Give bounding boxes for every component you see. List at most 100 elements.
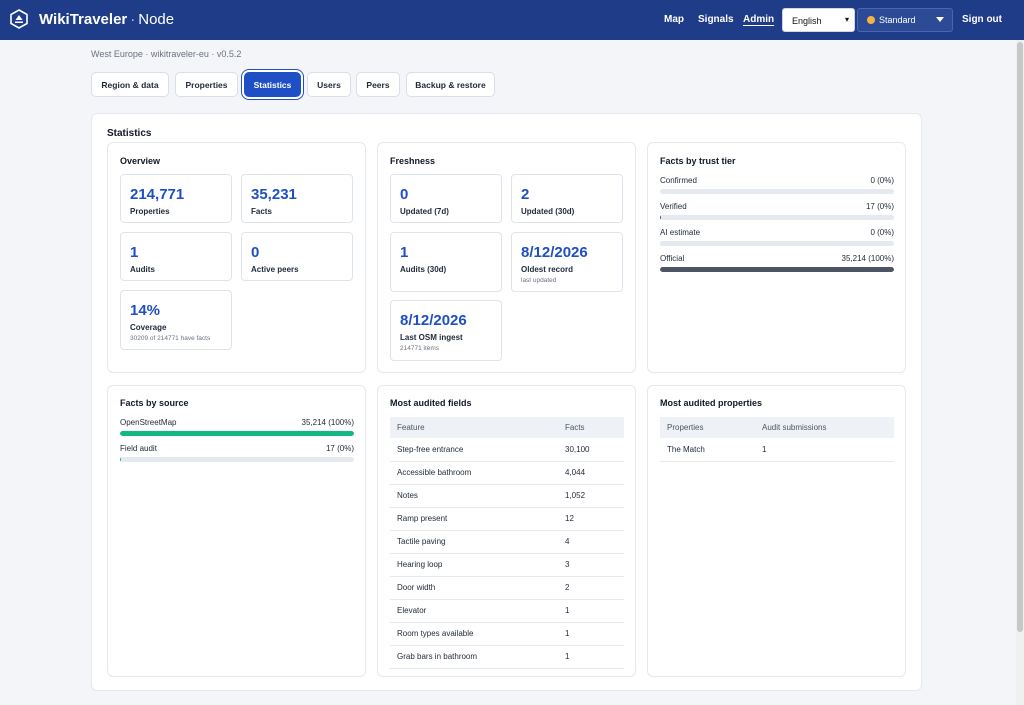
trust-label: Confirmed: [660, 176, 697, 185]
stat-updated-7d: 0 Updated (7d): [390, 174, 502, 223]
source-label: OpenStreetMap: [120, 418, 177, 427]
stat-value: 214,771: [130, 186, 185, 203]
stat-value: 1: [400, 244, 409, 261]
stat-coverage: 14% Coverage 30209 of 214771 have facts: [120, 290, 232, 350]
feature-cell: Grab bars in bathroom: [390, 645, 558, 669]
trust-value: 35,214 (100%): [841, 254, 894, 263]
table-row: Ramp present 12: [390, 507, 624, 531]
stat-label: Updated (30d): [521, 207, 575, 216]
tab-peers[interactable]: Peers: [356, 72, 400, 97]
table-row: The Match 1: [660, 438, 894, 462]
nav-admin[interactable]: Admin: [743, 14, 775, 25]
breadcrumb: West Europe · wikitraveler-eu · v0.5.2: [91, 49, 242, 59]
facts-cell: 1: [558, 622, 624, 646]
table-row: Notes 1,052: [390, 484, 624, 508]
chevron-down-icon: ▾: [844, 15, 849, 24]
source-label: Field audit: [120, 444, 157, 453]
trust-bar-ai-estimate: [660, 241, 894, 246]
audited-fields-table: Feature Facts Step-free entrance 30,100 A…: [390, 417, 624, 669]
facts-cell: 4: [558, 530, 624, 554]
feature-cell: Door width: [390, 576, 558, 600]
property-cell: The Match: [660, 438, 755, 462]
stat-hint: 214771 items: [400, 345, 440, 352]
table-row: Tactile paving 4: [390, 530, 624, 554]
stat-facts: 35,231 Facts: [241, 174, 353, 223]
stat-hint: 30209 of 214771 have facts: [130, 335, 211, 342]
trust-bar-official: [660, 267, 894, 272]
stat-value: 0: [251, 244, 260, 261]
stat-label: Properties: [130, 207, 170, 216]
nav-map[interactable]: Map: [664, 14, 684, 25]
table-row: Step-free entrance 30,100: [390, 438, 624, 462]
source-bar-openstreetmap: [120, 431, 354, 436]
column-header-feature: Feature: [390, 417, 558, 438]
stat-label: Updated (7d): [400, 207, 449, 216]
facts-cell: 1,052: [558, 484, 624, 508]
feature-cell: Notes: [390, 484, 558, 508]
trust-value: 0 (0%): [870, 176, 894, 185]
stat-oldest-record: 8/12/2026 Oldest record last updated: [511, 232, 623, 292]
tab-users[interactable]: Users: [307, 72, 351, 97]
trust-row-verified: Verified 17 (0%): [660, 202, 894, 211]
wikitraveler-logo-icon[interactable]: [9, 9, 29, 29]
facts-cell: 30,100: [558, 438, 624, 462]
freshness-title: Freshness: [390, 156, 436, 166]
stat-active-peers: 0 Active peers: [241, 232, 353, 281]
table-row: Accessible bathroom 4,044: [390, 461, 624, 485]
feature-cell: Hearing loop: [390, 553, 558, 577]
sign-out-link[interactable]: Sign out: [962, 14, 1002, 25]
table-row: Elevator 1: [390, 599, 624, 623]
stat-label: Last OSM ingest: [400, 333, 463, 342]
audited-properties-table: Properties Audit submissions The Match 1: [660, 417, 894, 462]
stat-label: Active peers: [251, 265, 299, 274]
facts-cell: 2: [558, 576, 624, 600]
stat-label: Facts: [251, 207, 272, 216]
audited-fields-title: Most audited fields: [390, 398, 472, 408]
stat-hint: last updated: [521, 277, 557, 284]
feature-cell: Step-free entrance: [390, 438, 558, 462]
tab-properties[interactable]: Properties: [175, 72, 238, 97]
facts-cell: 1: [558, 645, 624, 669]
feature-cell: Accessible bathroom: [390, 461, 558, 485]
source-row-field-audit: Field audit 17 (0%): [120, 444, 354, 453]
trust-row-ai-estimate: AI estimate 0 (0%): [660, 228, 894, 237]
scrollbar-thumb[interactable]: [1017, 42, 1023, 632]
table-row: Hearing loop 3: [390, 553, 624, 577]
tab-backup-restore[interactable]: Backup & restore: [406, 72, 495, 97]
table-row: Grab bars in bathroom 1: [390, 645, 624, 669]
theme-select[interactable]: Standard: [857, 8, 953, 32]
stat-value: 35,231: [251, 186, 297, 203]
feature-cell: Elevator: [390, 599, 558, 623]
theme-palette-icon: [867, 16, 875, 24]
stat-value: 2: [521, 186, 530, 203]
stat-audits-30d: 1 Audits (30d): [390, 232, 502, 292]
language-select[interactable]: English ▾: [782, 8, 855, 32]
table-row: Room types available 1: [390, 622, 624, 646]
trust-value: 17 (0%): [865, 202, 894, 211]
brand-title[interactable]: WikiTraveler · Node: [39, 11, 174, 28]
stat-value: 14%: [130, 302, 161, 319]
page-scrollbar[interactable]: [1016, 40, 1024, 705]
tab-statistics[interactable]: Statistics: [244, 72, 301, 97]
source-row-openstreetmap: OpenStreetMap 35,214 (100%): [120, 418, 354, 427]
trust-tier-title: Facts by trust tier: [660, 156, 736, 166]
source-card: [107, 385, 366, 677]
trust-bar-fill: [660, 267, 894, 272]
stat-last-osm-ingest: 8/12/2026 Last OSM ingest 214771 items: [390, 300, 502, 361]
facts-cell: 1: [558, 599, 624, 623]
stat-label: Coverage: [130, 323, 167, 332]
submissions-cell: 1: [755, 438, 894, 462]
table-header-row: Properties Audit submissions: [660, 417, 894, 438]
table-row: Door width 2: [390, 576, 624, 600]
trust-label: Verified: [660, 202, 687, 211]
tab-region-data[interactable]: Region & data: [91, 72, 169, 97]
column-header-audit-submissions: Audit submissions: [755, 417, 894, 438]
stat-value: 8/12/2026: [400, 312, 467, 329]
nav-signals[interactable]: Signals: [698, 14, 734, 25]
stat-value: 1: [130, 244, 139, 261]
stat-properties: 214,771 Properties: [120, 174, 232, 223]
stat-audits: 1 Audits: [120, 232, 232, 281]
source-title: Facts by source: [120, 398, 189, 408]
theme-value: Standard: [879, 15, 916, 25]
feature-cell: Room types available: [390, 622, 558, 646]
